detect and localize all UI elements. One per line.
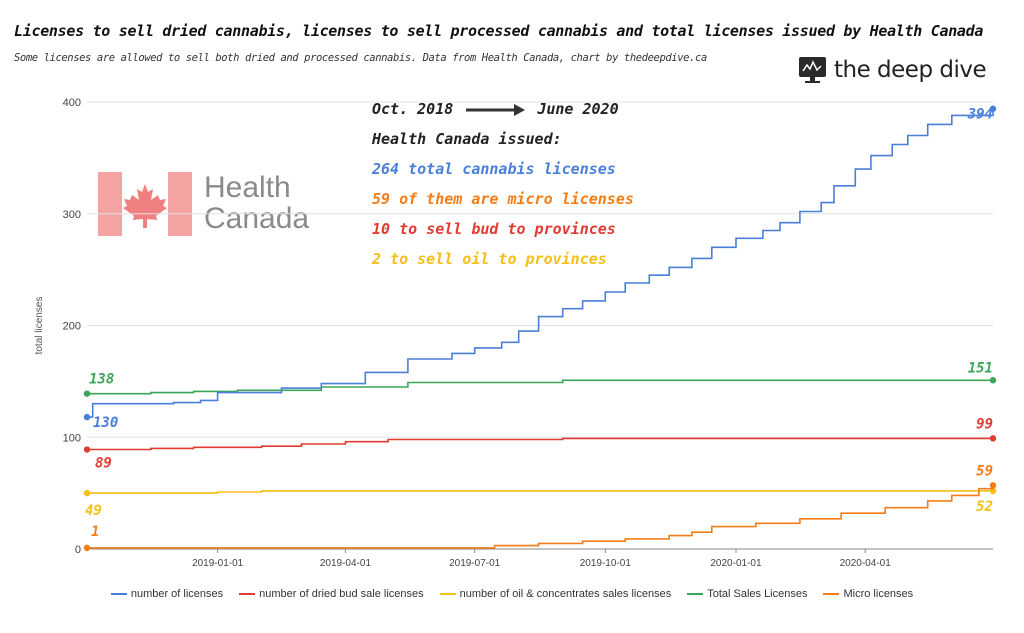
- x-tick-label: 2020-04-01: [840, 558, 892, 569]
- annotation-period: Oct. 2018 June 2020: [372, 100, 634, 130]
- legend-item-micro: Micro licenses: [823, 588, 913, 600]
- y-tick-label: 300: [63, 209, 81, 221]
- series-line-total_sales: [87, 379, 993, 395]
- series-line-micro: [87, 485, 994, 549]
- series-line-oil: [87, 490, 993, 494]
- series-end-point-oil: [989, 487, 997, 495]
- monitor-icon: [799, 57, 826, 83]
- health-canada-logo: Health Canada: [98, 172, 309, 236]
- y-tick-label: 100: [63, 432, 81, 444]
- series-end-point-dried: [989, 435, 997, 442]
- legend-label: number of licenses: [130, 588, 224, 600]
- x-tick-label: 2019-10-01: [580, 558, 632, 569]
- annotation-start-date: Oct. 2018: [372, 100, 454, 118]
- series-end-point-micro: [989, 482, 997, 489]
- brand-logo: the deep dive: [798, 56, 987, 84]
- y-tick-label: 200: [63, 321, 81, 333]
- chart-legend: number of licenses number of dried bud sa…: [0, 588, 1024, 600]
- arrow-right-icon: [466, 103, 526, 116]
- y-tick-label: 0: [75, 544, 81, 556]
- annotation-box: Oct. 2018 June 2020 Health Canada issued…: [372, 100, 634, 280]
- series-start-point-oil: [83, 489, 91, 497]
- series-end-label-dried: 99: [976, 416, 993, 432]
- x-tick-label: 2020-01-01: [710, 558, 762, 569]
- annotation-bud: 10 to sell bud to provinces: [372, 220, 616, 238]
- series-end-label-total_sales: 151: [968, 360, 993, 376]
- series-start-point-micro: [83, 544, 91, 552]
- series-start-point-licenses: [83, 413, 91, 421]
- legend-item-dried: number of dried bud sale licenses: [239, 588, 424, 600]
- series-end-point-total_sales: [989, 377, 997, 384]
- logo-line-canada: Canada: [204, 202, 310, 235]
- annotation-total: 264 total cannabis licenses: [372, 160, 616, 178]
- legend-swatch: [823, 593, 840, 595]
- series-start-label-licenses: 130: [93, 415, 118, 431]
- legend-swatch: [110, 593, 127, 595]
- legend-swatch: [439, 593, 456, 595]
- canada-flag-icon: [98, 172, 192, 236]
- series-start-label-micro: 1: [91, 524, 99, 540]
- series-start-point-total_sales: [83, 390, 91, 397]
- legend-label: Micro licenses: [843, 588, 914, 600]
- legend-swatch: [239, 593, 256, 595]
- chart-subtitle: Some licenses are allowed to sell both d…: [14, 52, 707, 64]
- legend-swatch: [687, 593, 704, 595]
- logo-line-health: Health: [204, 171, 291, 204]
- x-tick-label: 2019-04-01: [320, 558, 372, 569]
- brand-name: the deep dive: [834, 57, 987, 83]
- series-line-dried: [87, 437, 993, 451]
- series-end-label-oil: 52: [976, 499, 993, 515]
- annotation-end-date: June 2020: [537, 100, 619, 118]
- y-tick-label: 400: [63, 97, 81, 109]
- legend-item-licenses: number of licenses: [110, 588, 224, 600]
- chart-title: Licenses to sell dried cannabis, license…: [14, 22, 984, 40]
- legend-label: number of dried bud sale licenses: [259, 588, 424, 600]
- series-start-label-oil: 49: [85, 503, 102, 519]
- annotation-issued: Health Canada issued:: [372, 130, 562, 148]
- legend-item-total_sales: Total Sales Licenses: [687, 588, 807, 600]
- x-tick-label: 2019-01-01: [192, 558, 244, 569]
- annotation-oil: 2 to sell oil to provinces: [372, 250, 607, 268]
- series-start-label-dried: 89: [95, 456, 112, 472]
- legend-label: number of oil & concentrates sales licen…: [459, 588, 672, 600]
- y-axis-title: total licenses: [34, 297, 45, 355]
- legend-item-oil: number of oil & concentrates sales licen…: [439, 588, 672, 600]
- series-end-point-licenses: [989, 105, 997, 112]
- series-start-point-dried: [83, 446, 91, 453]
- series-start-label-total_sales: 138: [89, 372, 114, 388]
- annotation-micro: 59 of them are micro licenses: [372, 190, 634, 208]
- series-end-label-licenses: 394: [967, 107, 993, 123]
- x-tick-label: 2019-07-01: [449, 558, 501, 569]
- legend-label: Total Sales Licenses: [707, 588, 808, 600]
- health-canada-wordmark: Health Canada: [204, 172, 309, 234]
- series-end-label-micro: 59: [976, 463, 993, 479]
